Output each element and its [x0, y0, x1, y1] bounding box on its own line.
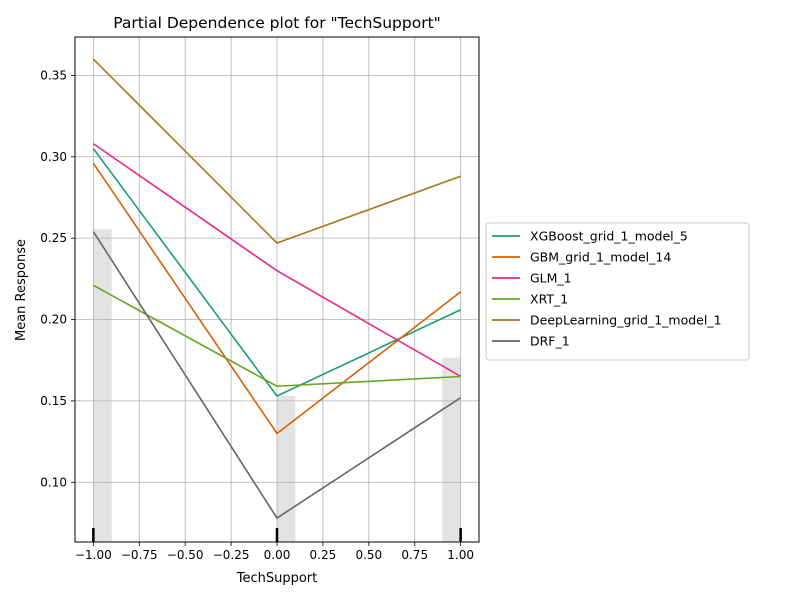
y-tick-label-2: 0.20	[40, 313, 67, 327]
legend-box	[485, 222, 750, 361]
x-tick-label-8: 1.00	[447, 548, 474, 562]
legend-label-2: GLM_1	[530, 271, 572, 286]
legend-label-4: DeepLearning_grid_1_model_1	[530, 313, 722, 328]
y-axis-label: Mean Response	[14, 239, 29, 341]
legend-label-0: XGBoost_grid_1_model_5	[530, 229, 688, 244]
x-tick-label-3: −0.25	[213, 548, 250, 562]
y-tick-label-3: 0.25	[40, 231, 67, 245]
x-axis-ticks: −1.00 −0.75 −0.50 −0.25 0.00 0.25 0.50 0.75 1.00	[75, 542, 474, 562]
x-tick-label-6: 0.50	[355, 548, 382, 562]
x-tick-label-2: −0.50	[167, 548, 204, 562]
chart-title: Partial Dependence plot for "TechSupport…	[113, 14, 441, 32]
histogram-layer	[93, 229, 461, 543]
x-tick-label-1: −0.75	[121, 548, 158, 562]
rug-layer	[92, 528, 462, 542]
y-axis-ticks: 0.10 0.15 0.20 0.25 0.30 0.35	[40, 68, 75, 489]
series-line-4	[92, 58, 461, 244]
series-line-5	[92, 231, 462, 519]
legend: XGBoost_grid_1_model_5 GBM_grid_1_model_1…	[485, 222, 750, 361]
series-line-3	[92, 284, 461, 388]
histogram-bar-0	[93, 229, 112, 543]
grid-layer	[75, 37, 479, 542]
x-axis-label: TechSupport	[236, 571, 318, 586]
legend-label-3: XRT_1	[530, 292, 568, 307]
histogram-bar-1	[277, 396, 296, 542]
legend-label-1: GBM_grid_1_model_14	[530, 250, 671, 265]
x-tick-label-4: 0.00	[264, 548, 291, 562]
y-tick-label-5: 0.35	[40, 68, 67, 82]
series-lines	[92, 58, 462, 519]
series-line-2	[92, 143, 462, 378]
legend-label-5: DRF_1	[530, 334, 570, 349]
x-tick-label-0: −1.00	[75, 548, 112, 562]
y-tick-label-0: 0.10	[40, 475, 67, 489]
series-line-1	[92, 162, 462, 435]
x-tick-label-7: 0.75	[401, 548, 428, 562]
x-tick-label-5: 0.25	[310, 548, 337, 562]
histogram-bar-2	[442, 357, 461, 542]
y-tick-label-1: 0.15	[40, 394, 67, 408]
y-tick-label-4: 0.30	[40, 150, 67, 164]
